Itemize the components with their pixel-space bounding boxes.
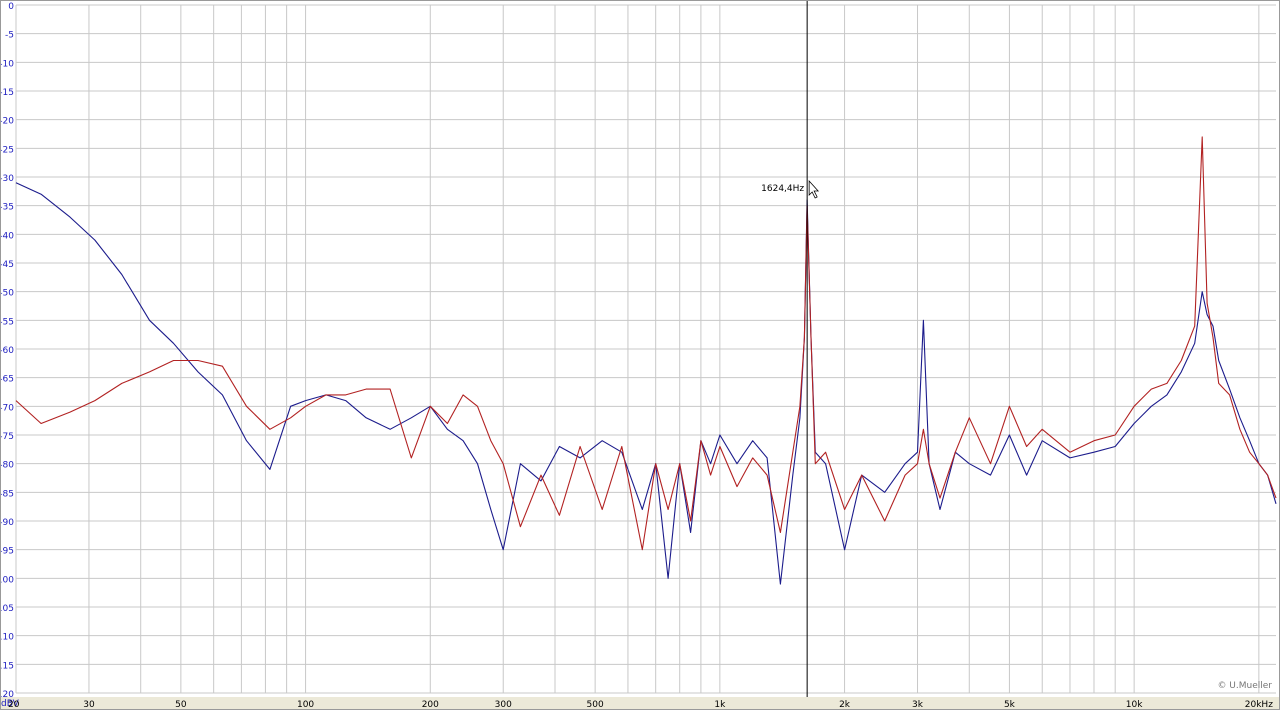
watermark-text: © U.Mueller [1217,681,1272,691]
y-tick-label: -60 [0,346,14,356]
x-tick-label: 1k [714,700,726,710]
x-tick-label: 10k [1126,700,1143,710]
y-tick-label: -110 [0,633,14,643]
y-tick-labels: 0 -5 -10 -15 -20 -25 -30 -35 -40 -45 -50 -55 -60 -65 -… [0,2,20,709]
x-tick-label: 5k [1004,700,1016,710]
y-tick-label: -105 [0,604,14,614]
y-tick-label: -10 [0,59,14,69]
grid [15,4,1276,694]
x-tick-labels: 20 30 50 100 200 300 500 1k 2k 3k 5k 10k 20kHz [8,700,1273,710]
x-tick-label: 300 [495,700,512,710]
x-tick-label: 20kHz [1245,700,1273,710]
x-axis-band [0,697,1280,710]
y-unit-label: dBV [1,699,20,709]
y-tick-label: -15 [0,88,14,98]
cursor-frequency-label: 1624,4Hz [761,184,804,194]
y-tick-label: -40 [0,231,14,241]
x-tick-label: 2k [839,700,851,710]
x-tick-label: 200 [422,700,439,710]
y-axis-band [0,0,16,697]
y-tick-label: 0 [8,2,14,12]
y-tick-label: -120 [0,690,14,700]
y-tick-label: -85 [0,489,14,499]
y-tick-label: -95 [0,547,14,557]
y-tick-label: -65 [0,375,14,385]
y-tick-label: -35 [0,203,14,213]
x-tick-label: 50 [175,700,187,710]
series-line-2 [15,136,1277,551]
y-tick-label: -20 [0,117,14,127]
y-tick-label: -55 [0,317,14,327]
series-line-1 [15,182,1277,585]
mouse-pointer-icon [808,179,820,199]
y-tick-label: -115 [0,661,14,671]
x-tick-label: 20 [8,700,20,710]
y-tick-label: -45 [0,260,14,270]
x-tick-label: 100 [297,700,314,710]
y-tick-label: -25 [0,145,14,155]
y-tick-label: -70 [0,403,14,413]
y-tick-label: -90 [0,518,14,528]
y-tick-label: -80 [0,461,14,471]
frequency-cursor[interactable]: 1624,4Hz [761,0,820,697]
y-tick-label: -5 [5,31,14,41]
x-tick-label: 3k [912,700,924,710]
series-lines [15,136,1277,585]
x-tick-label: 30 [83,700,95,710]
y-tick-label: -75 [0,432,14,442]
y-tick-label: -100 [0,575,14,585]
y-tick-label: -30 [0,174,14,184]
x-tick-label: 500 [587,700,604,710]
y-tick-label: -50 [0,289,14,299]
